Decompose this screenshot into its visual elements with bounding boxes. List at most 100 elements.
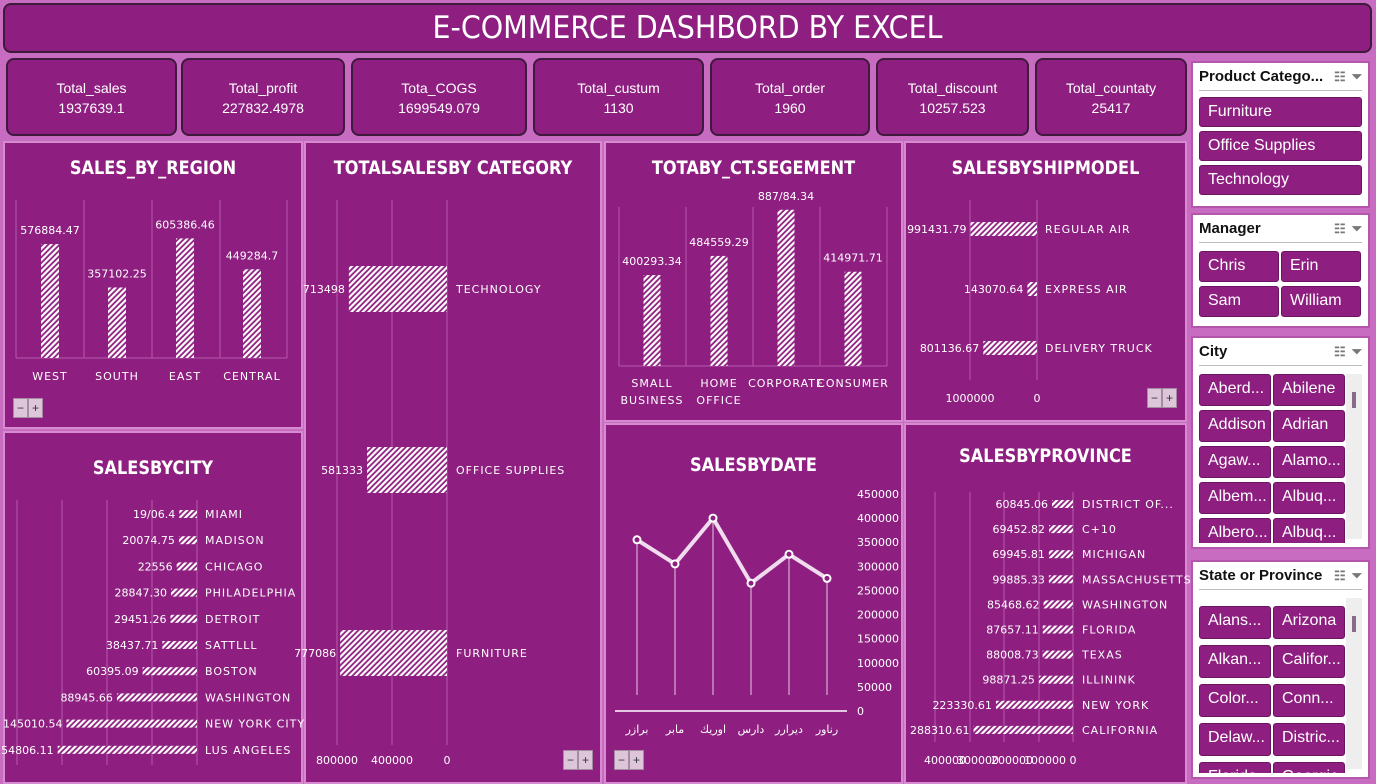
slicer-item-button[interactable]: Office Supplies (1199, 131, 1362, 161)
slicer-item-button[interactable]: Chris (1199, 251, 1279, 282)
chart-title: TOTALSALESBY CATEGORY (333, 157, 573, 179)
kpi-label: Total_custum (577, 80, 660, 96)
slicer-item-button[interactable]: Califor... (1273, 645, 1345, 678)
multi-select-icon[interactable]: ☷ (1333, 343, 1346, 359)
kpi-value: 1960 (774, 100, 806, 116)
slicer-scrollbar[interactable] (1346, 374, 1362, 539)
kpi-value: 1937639.1 (58, 100, 125, 116)
multi-select-icon[interactable]: ☷ (1333, 220, 1346, 236)
slicer-header: Manager ☷ ⏷ (1199, 215, 1362, 243)
slicer-item-button[interactable]: Color... (1199, 684, 1271, 717)
slicer-manager: Manager ☷ ⏷ Chris Erin Sam William (1191, 213, 1370, 328)
slicer-item-button[interactable]: Abilene (1273, 374, 1345, 406)
slicer-product: Product Catego... ☷ ⏷ Furniture Office Suppl… (1191, 61, 1370, 208)
zoom-out-button[interactable]: − (13, 398, 28, 418)
kpi-card: Total_profit 227832.4978 (181, 58, 345, 136)
slicer-header: City ☷ ⏷ (1199, 338, 1362, 366)
zoom-out-button[interactable]: − (563, 750, 578, 770)
title-bar: E-COMMERCE DASHBORD BY EXCEL (3, 3, 1372, 53)
slicer-item-button[interactable]: Delaw... (1199, 723, 1271, 756)
panel-sales-by-city: SALESBYCITY (3, 431, 303, 784)
kpi-card: Total_discount 10257.523 (876, 58, 1029, 136)
zoom-in-button[interactable]: + (1162, 388, 1177, 408)
clear-filter-icon[interactable]: ⏷ (1351, 343, 1362, 359)
zoom-in-button[interactable]: + (28, 398, 43, 418)
kpi-card: Total_custum 1130 (533, 58, 704, 136)
slicer-item-button[interactable]: Furniture (1199, 97, 1362, 127)
slicer-item-button[interactable]: Conn... (1273, 684, 1345, 717)
multi-select-icon[interactable]: ☷ (1333, 567, 1346, 583)
slicer-scrollbar[interactable] (1346, 598, 1362, 769)
chart-title: SALESBYPROVINCE (959, 445, 1132, 467)
clear-filter-icon[interactable]: ⏷ (1351, 68, 1362, 84)
dashboard-title: E-COMMERCE DASHBORD BY EXCEL (432, 10, 943, 46)
clear-filter-icon[interactable]: ⏷ (1351, 220, 1362, 236)
slicer-item-button[interactable]: Erin (1281, 251, 1361, 282)
scrollbar-thumb[interactable] (1352, 392, 1356, 408)
chart-zoom-control[interactable]: − + (563, 750, 593, 770)
slicer-item-button[interactable]: Addison (1199, 410, 1271, 442)
slicer-item-button[interactable]: Florida (1199, 762, 1271, 773)
chart-zoom-control[interactable]: − + (13, 398, 43, 418)
chart-title: SALESBYDATE (690, 454, 817, 476)
chart-title: SALESBYCITY (92, 457, 214, 479)
slicer-item-button[interactable]: Albem... (1199, 482, 1271, 514)
kpi-value: 1130 (603, 100, 634, 116)
kpi-label: Total_profit (228, 80, 298, 96)
kpi-card: Total_countaty 25417 (1035, 58, 1187, 136)
panel-sales-by-segment: TOTABY_CT.SEGEMENT (604, 141, 903, 422)
zoom-in-button[interactable]: + (629, 750, 644, 770)
kpi-card: Tota_COGS 1699549.079 (351, 58, 527, 136)
slicer-items: Furniture Office Supplies Technology (1193, 95, 1368, 202)
scrollbar-thumb[interactable] (1352, 616, 1356, 632)
kpi-value: 1699549.079 (398, 100, 480, 116)
slicer-title: Product Catego... (1199, 68, 1324, 85)
slicer-item-button[interactable]: Adrian (1273, 410, 1345, 442)
kpi-label: Total_order (754, 80, 826, 96)
slicer-item-button[interactable]: Arizona (1273, 606, 1345, 639)
zoom-in-button[interactable]: + (578, 750, 593, 770)
slicer-item-button[interactable]: Alamo... (1273, 446, 1345, 478)
slicer-items: Aberd... Abilene Addison Adrian Agaw... Alamo… (1193, 370, 1368, 543)
slicer-header: Product Catego... ☷ ⏷ (1199, 63, 1362, 91)
slicer-header: State or Province ☷ ⏷ (1199, 562, 1362, 590)
kpi-label: Total_countaty (1065, 80, 1157, 96)
slicer-item-button[interactable]: Albero... (1199, 518, 1271, 543)
chart-zoom-control[interactable]: − + (1147, 388, 1177, 408)
slicer-title: City (1199, 343, 1228, 360)
slicer-title: State or Province (1199, 567, 1323, 584)
kpi-label: Tota_COGS (401, 80, 477, 96)
slicer-item-button[interactable]: Distric... (1273, 723, 1345, 756)
zoom-out-button[interactable]: − (1147, 388, 1162, 408)
slicer-item-button[interactable]: Aberd... (1199, 374, 1271, 406)
clear-filter-icon[interactable]: ⏷ (1351, 567, 1362, 583)
slicer-item-button[interactable]: Agaw... (1199, 446, 1271, 478)
slicer-item-button[interactable]: Albuq... (1273, 482, 1345, 514)
slicer-item-button[interactable]: Albuq... (1273, 518, 1345, 543)
kpi-label: Total_sales (56, 80, 127, 96)
slicer-item-button[interactable]: Alans... (1199, 606, 1271, 639)
slicer-item-button[interactable]: William (1281, 286, 1361, 317)
zoom-out-button[interactable]: − (614, 750, 629, 770)
kpi-value: 25417 (1091, 100, 1131, 116)
slicer-title: Manager (1199, 220, 1261, 237)
chart-title: SALES_BY_REGION (69, 157, 237, 179)
slicer-item-button[interactable]: Technology (1199, 165, 1362, 195)
panel-sales-by-date: SALESBYDATE (604, 423, 903, 784)
kpi-card: Total_sales 1937639.1 (6, 58, 177, 136)
panel-sales-by-ship-mode: SALESBYSHIPMODEL (904, 141, 1187, 422)
kpi-value: 227832.4978 (222, 100, 304, 116)
multi-select-icon[interactable]: ☷ (1333, 68, 1346, 84)
chart-zoom-control[interactable]: − + (614, 750, 644, 770)
slicer-items: Alans... Arizona Alkan... Califor... Color..… (1193, 594, 1368, 773)
slicer-item-button[interactable]: Alkan... (1199, 645, 1271, 678)
panel-sales-by-province: SALESBYPROVINCE (904, 423, 1187, 784)
slicer-item-button[interactable]: Georgia (1273, 762, 1345, 773)
slicer-state: State or Province ☷ ⏷ Alans... Arizona Alkan.… (1191, 560, 1370, 779)
slicer-item-button[interactable]: Sam (1199, 286, 1279, 317)
kpi-value: 10257.523 (919, 100, 986, 116)
panel-sales-by-region: SALES_BY_REGION (3, 141, 303, 429)
panel-sales-by-category: TOTALSALESBY CATEGORY (304, 141, 602, 784)
kpi-card: Total_order 1960 (710, 58, 870, 136)
slicer-items: Chris Erin Sam William (1193, 247, 1368, 322)
